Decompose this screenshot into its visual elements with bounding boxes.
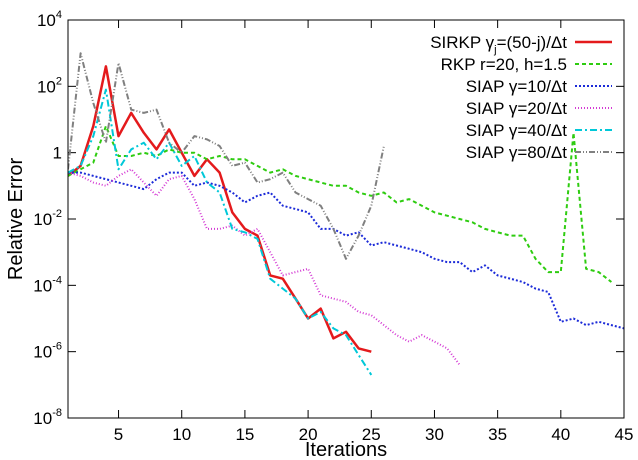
series-line-4 xyxy=(68,88,373,376)
legend-label: SIRKP γj=(50-j)/Δt xyxy=(430,33,567,56)
legend-label: SIAP γ=40/Δt xyxy=(466,121,568,140)
x-tick-label: 20 xyxy=(299,425,318,444)
y-tick-label: 10-8 xyxy=(33,407,62,428)
y-tick-label: 104 xyxy=(37,9,62,30)
legend-label: SIAP γ=20/Δt xyxy=(466,99,568,118)
series-lines xyxy=(68,52,624,376)
y-tick-base: 10 xyxy=(33,343,52,362)
y-axis-label: Relative Error xyxy=(5,158,27,281)
legend-label-main: RKP r=20, h=1.5 xyxy=(441,55,567,74)
y-tick-base: 10 xyxy=(33,409,52,428)
legend-label: RKP r=20, h=1.5 xyxy=(441,55,567,74)
y-tick-exponent: 2 xyxy=(56,75,62,87)
y-tick-label: 10-6 xyxy=(33,341,62,362)
series-line-1 xyxy=(68,125,613,283)
series-line-5 xyxy=(68,52,385,260)
y-tick-base: 10 xyxy=(33,276,52,295)
y-tick-label: 10-4 xyxy=(33,274,62,295)
y-tick-base: 10 xyxy=(37,11,56,30)
legend-label-subscript: j xyxy=(493,44,496,56)
y-tick-label: 10-2 xyxy=(33,208,62,229)
x-tick-label: 35 xyxy=(488,425,507,444)
y-tick-base: 10 xyxy=(37,77,56,96)
y-tick-base: 1 xyxy=(53,144,62,163)
y-tick-exponent: -4 xyxy=(52,274,62,286)
x-tick-label: 25 xyxy=(362,425,381,444)
series-line-0 xyxy=(68,65,372,353)
series-line-3 xyxy=(68,168,461,366)
legend-label-rest: =(50-j)/Δt xyxy=(497,33,568,52)
y-tick-label: 102 xyxy=(37,75,62,96)
x-axis-label: Iterations xyxy=(305,439,387,460)
legend-label-main: SIAP γ=80/Δt xyxy=(466,143,568,162)
legend-label-main: SIRKP γ xyxy=(430,33,494,52)
legend-label: SIAP γ=80/Δt xyxy=(466,143,568,162)
legend-label-main: SIAP γ=10/Δt xyxy=(466,77,568,96)
plot-frame xyxy=(67,19,625,419)
series-line-2 xyxy=(68,171,624,330)
y-tick-base: 10 xyxy=(33,210,52,229)
y-tick-label: 1 xyxy=(53,144,62,163)
x-tick-label: 40 xyxy=(551,425,570,444)
x-tick-label: 45 xyxy=(615,425,634,444)
x-tick-label: 5 xyxy=(114,425,123,444)
y-tick-exponent: -2 xyxy=(52,208,62,220)
legend-label-main: SIAP γ=40/Δt xyxy=(466,121,568,140)
x-tick-label: 10 xyxy=(172,425,191,444)
y-tick-exponent: -6 xyxy=(52,341,62,353)
y-tick-exponent: 4 xyxy=(56,9,62,21)
y-tick-exponent: -8 xyxy=(52,407,62,419)
legend-label-main: SIAP γ=20/Δt xyxy=(466,99,568,118)
x-tick-label: 15 xyxy=(235,425,254,444)
legend-label: SIAP γ=10/Δt xyxy=(466,77,568,96)
x-tick-label: 30 xyxy=(425,425,444,444)
